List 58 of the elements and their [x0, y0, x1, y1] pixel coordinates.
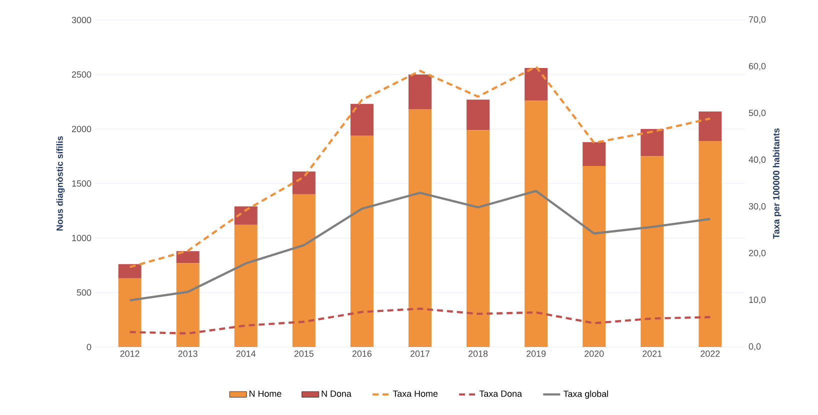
bar: [234, 206, 258, 225]
bar: [582, 142, 606, 166]
legend-label: N Home: [250, 390, 282, 397]
y2-tick-label: 0,0: [748, 343, 761, 351]
y-tick-label: 0: [86, 344, 92, 350]
bar: [466, 100, 490, 130]
line-series: [128, 66, 712, 268]
bar: [698, 140, 722, 347]
bar: [292, 194, 316, 347]
bar: [118, 278, 142, 347]
y-tick-label: 1500: [72, 180, 92, 187]
x-tick-label: 2014: [236, 350, 256, 357]
y-tick-label: 1000: [72, 234, 92, 242]
y2-tick-label: 50,0: [748, 110, 766, 118]
x-tick-label: 2017: [410, 350, 430, 357]
legend-label: N Dona: [322, 390, 352, 397]
bar: [118, 264, 142, 278]
bar: [408, 74, 432, 110]
legend-label: Taxa global: [563, 390, 608, 399]
legend-label: Taxa Home: [392, 390, 438, 397]
y-tick-label: 2500: [72, 71, 92, 78]
bar: [234, 224, 258, 347]
bar: [524, 68, 548, 101]
y-tick-label: 3000: [72, 16, 92, 24]
y2-tick-label: 60,0: [748, 63, 766, 70]
bar: [698, 112, 722, 141]
y2-tick-label: 40,0: [748, 156, 766, 164]
x-tick-label: 2019: [526, 350, 546, 357]
bar: [350, 104, 374, 136]
x-tick-label: 2021: [642, 350, 662, 357]
x-tick-label: 2022: [700, 350, 720, 357]
bar: [524, 100, 548, 347]
bar: [640, 156, 664, 347]
bar: [582, 166, 606, 347]
x-tick-label: 2013: [178, 350, 198, 357]
y2-tick-label: 10,0: [749, 296, 766, 304]
bar: [176, 251, 200, 264]
y2-tick-label: 20,0: [748, 250, 766, 258]
x-tick-label: 2016: [352, 350, 372, 357]
y2-tick-label: 30,0: [748, 203, 766, 211]
x-tick-label: 2012: [120, 350, 140, 357]
line-series: [128, 190, 712, 302]
bar: [350, 136, 374, 347]
y2-tick-label: 70,0: [748, 16, 766, 24]
bar: [640, 128, 664, 156]
line-series: [128, 308, 712, 335]
bar: [292, 172, 316, 194]
bar: [466, 130, 490, 347]
x-tick-label: 2015: [294, 350, 314, 357]
legend-label: Taxa Dona: [479, 390, 522, 397]
bar: [408, 109, 432, 347]
y2-axis-title: Taxa per 100000 habitants: [772, 128, 782, 239]
y-tick-label: 2000: [72, 126, 92, 132]
y-tick-label: 500: [76, 289, 92, 296]
x-tick-label: 2018: [468, 350, 488, 357]
bar: [176, 263, 200, 347]
y-axis-title: Nous diagnòstic sífilis: [56, 136, 65, 230]
x-tick-label: 2020: [584, 350, 604, 357]
